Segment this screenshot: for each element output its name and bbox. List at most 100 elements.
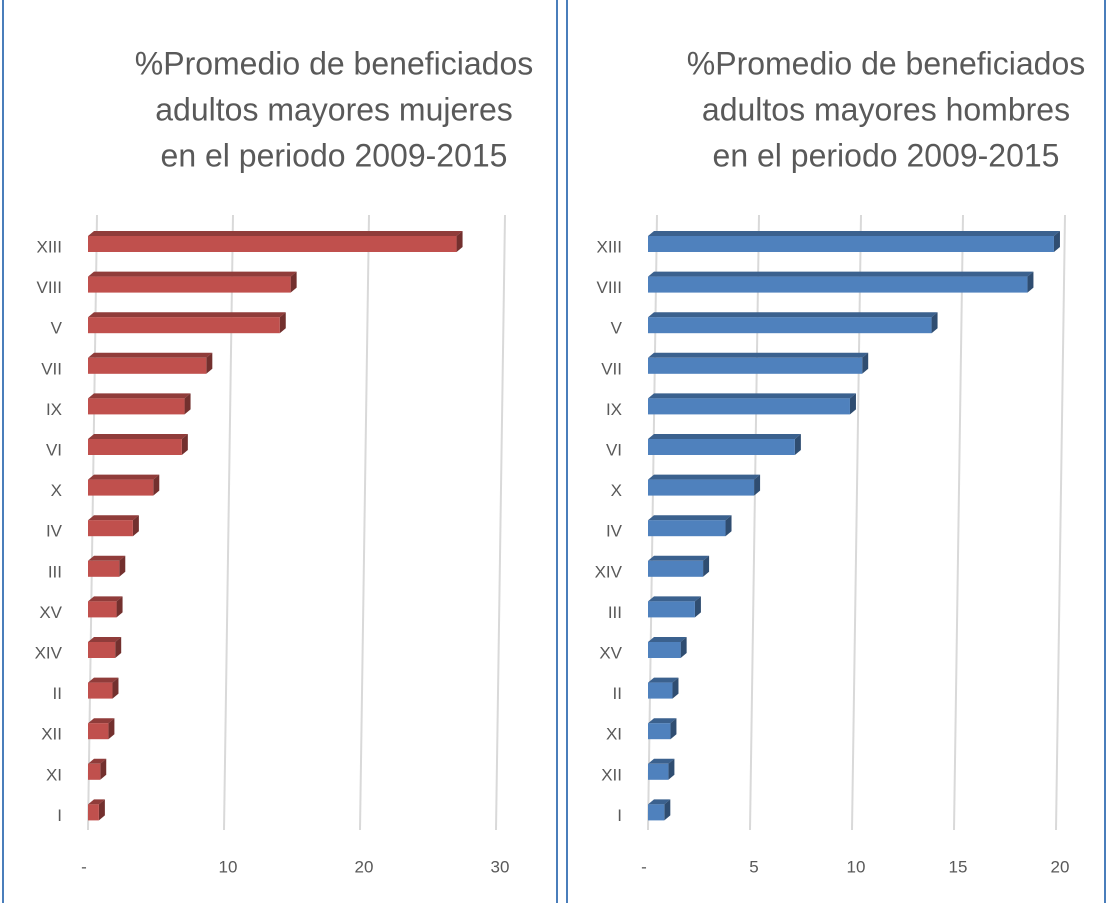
bar-top <box>648 434 801 439</box>
bar <box>648 642 681 658</box>
grid-line <box>495 214 506 831</box>
bar-top <box>648 555 710 561</box>
y-tick-label: VI <box>606 440 622 459</box>
bar-top <box>648 637 687 642</box>
grid-line <box>851 214 862 831</box>
bar <box>88 357 207 374</box>
bar-side <box>98 799 105 821</box>
x-tick-label: - <box>81 857 87 876</box>
bar-side <box>132 515 139 537</box>
bar-side <box>849 393 856 415</box>
bar <box>88 723 109 740</box>
bar-top <box>88 596 123 602</box>
y-tick-label: X <box>611 481 622 500</box>
bar-side <box>664 799 671 821</box>
bar-top <box>648 352 869 358</box>
bar-top <box>88 393 191 399</box>
chart-title: adultos mayores hombres <box>702 91 1070 127</box>
y-tick-label: XII <box>41 725 62 744</box>
y-tick-label: VIII <box>596 278 622 297</box>
bar-side <box>290 271 297 293</box>
x-tick-label: 10 <box>847 857 866 876</box>
bar-side <box>754 474 761 496</box>
bar <box>88 601 117 618</box>
bar-top <box>88 231 463 236</box>
bar-side <box>100 758 107 780</box>
x-tick-label: - <box>641 857 647 876</box>
y-tick-label: VII <box>41 359 62 378</box>
y-tick-label: XII <box>601 765 622 784</box>
bar-side <box>670 718 677 740</box>
bar-side <box>672 677 679 699</box>
bar-side <box>206 352 213 374</box>
bar-top <box>88 515 139 521</box>
bar-top <box>648 393 856 399</box>
bar-top <box>648 231 1060 236</box>
x-tick-label: 20 <box>1051 857 1070 876</box>
bar-side <box>931 312 938 334</box>
bar-top <box>88 677 119 683</box>
x-tick-label: 30 <box>491 857 510 876</box>
y-tick-label: IV <box>606 522 623 541</box>
x-tick-label: 20 <box>355 857 374 876</box>
grid-line <box>749 214 760 831</box>
y-tick-label: VIII <box>36 278 62 297</box>
bar-side <box>181 434 188 455</box>
bar <box>648 682 673 699</box>
bar-top <box>88 718 115 724</box>
bar-top <box>88 637 122 642</box>
bar-side <box>680 637 687 658</box>
y-tick-label: I <box>57 806 62 825</box>
y-tick-label: XV <box>39 603 62 622</box>
grid-line <box>953 214 964 831</box>
grid-line <box>359 214 370 831</box>
bar-side <box>1027 271 1034 293</box>
bar-side <box>703 555 710 577</box>
y-tick-label: XI <box>606 725 622 744</box>
y-tick-label: XV <box>599 643 622 662</box>
chart-title: %Promedio de beneficiados <box>135 45 533 81</box>
bar <box>88 520 133 537</box>
bar-top <box>88 352 213 358</box>
bar-side <box>108 718 115 740</box>
y-tick-label: XIII <box>36 237 62 256</box>
bar-side <box>694 596 701 618</box>
y-tick-label: I <box>617 806 622 825</box>
y-tick-label: VII <box>601 359 622 378</box>
y-tick-label: IV <box>46 522 63 541</box>
bar-top <box>88 434 188 439</box>
bar <box>88 398 185 415</box>
y-tick-label: X <box>51 481 62 500</box>
bar-top <box>648 677 679 683</box>
chart-title: adultos mayores mujeres <box>155 91 512 127</box>
bar <box>648 317 932 334</box>
y-tick-label: XI <box>46 765 62 784</box>
bar-top <box>648 312 938 318</box>
bar <box>88 439 182 455</box>
bar-top <box>88 799 105 805</box>
y-tick-label: IX <box>46 400 62 419</box>
bar <box>88 276 291 293</box>
bar-side <box>279 312 286 334</box>
y-tick-label: IX <box>606 400 622 419</box>
y-tick-label: V <box>51 319 63 338</box>
x-tick-label: 10 <box>219 857 238 876</box>
bar-side <box>184 393 191 415</box>
bar <box>648 601 695 618</box>
bar <box>88 560 120 577</box>
bar <box>648 560 704 577</box>
y-tick-label: XIV <box>35 643 63 662</box>
bar-side <box>115 637 122 658</box>
bar <box>88 479 154 496</box>
bar <box>88 642 116 658</box>
bar-top <box>648 718 677 724</box>
grid-line <box>1055 214 1066 831</box>
bar <box>648 479 755 496</box>
grid-line <box>223 214 234 831</box>
bar <box>648 357 863 374</box>
bar-top <box>648 758 675 764</box>
bar-top <box>648 271 1034 277</box>
y-tick-label: XIII <box>596 237 622 256</box>
bar <box>88 763 101 780</box>
